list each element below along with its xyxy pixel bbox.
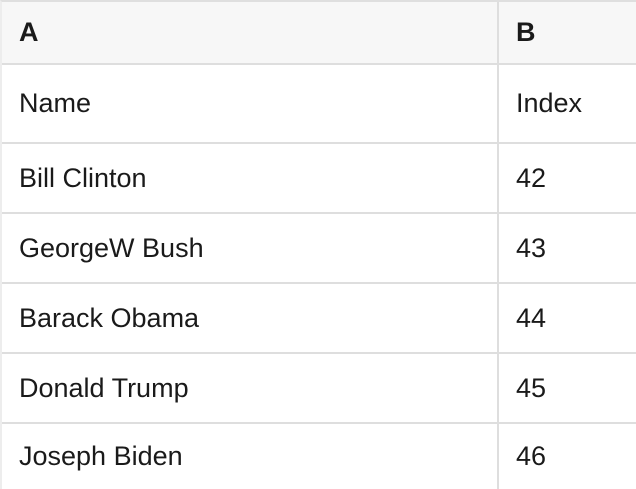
- cell-name[interactable]: GeorgeW Bush: [2, 214, 497, 282]
- cell-index[interactable]: 43: [497, 214, 636, 282]
- cell-text: 46: [516, 441, 547, 471]
- cell-text: 42: [516, 162, 547, 193]
- cell-name[interactable]: Bill Clinton: [2, 144, 497, 212]
- cell-text: 45: [516, 372, 547, 403]
- column-letter-a: A: [19, 17, 39, 47]
- table-row: Joseph Biden 46: [2, 424, 636, 489]
- cell-text: Index: [516, 88, 583, 118]
- cell-index[interactable]: 46: [497, 424, 636, 489]
- cell-text: Barack Obama: [19, 302, 200, 333]
- table-row: Bill Clinton 42: [2, 144, 636, 214]
- cell-index[interactable]: 42: [497, 144, 636, 212]
- cell-index-label[interactable]: Index: [497, 65, 636, 142]
- table-row: Name Index: [2, 65, 636, 144]
- cell-text: GeorgeW Bush: [19, 232, 204, 263]
- cell-name-label[interactable]: Name: [2, 65, 497, 142]
- cell-text: 43: [516, 232, 547, 263]
- cell-text: Name: [19, 88, 92, 118]
- column-header-a[interactable]: A: [2, 2, 497, 63]
- cell-text: Joseph Biden: [19, 441, 183, 471]
- cell-index[interactable]: 44: [497, 284, 636, 352]
- column-header-row: A B: [2, 2, 636, 65]
- column-letter-b: B: [516, 17, 536, 47]
- cell-name[interactable]: Barack Obama: [2, 284, 497, 352]
- cell-text: 44: [516, 302, 547, 333]
- cell-name[interactable]: Donald Trump: [2, 354, 497, 422]
- cell-text: Donald Trump: [19, 372, 189, 403]
- table-row: Barack Obama 44: [2, 284, 636, 354]
- cell-text: Bill Clinton: [19, 162, 147, 193]
- table-row: GeorgeW Bush 43: [2, 214, 636, 284]
- cell-name[interactable]: Joseph Biden: [2, 424, 497, 489]
- table-row: Donald Trump 45: [2, 354, 636, 424]
- column-header-b[interactable]: B: [497, 2, 636, 63]
- cell-index[interactable]: 45: [497, 354, 636, 422]
